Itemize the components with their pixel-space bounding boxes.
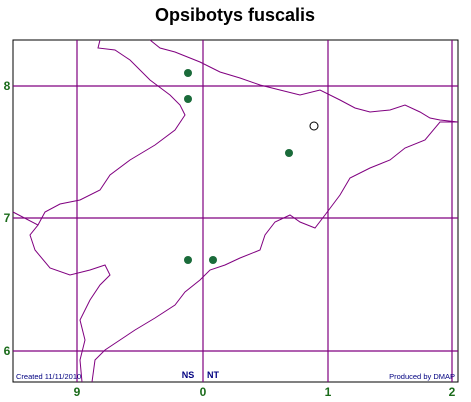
grid-label-x: 0 (200, 385, 207, 399)
grid-label-y: 8 (4, 79, 11, 93)
producer: Produced by DMAP (389, 372, 455, 381)
record-point (184, 256, 192, 264)
grid-code: NS (182, 370, 195, 380)
map-frame (12, 39, 459, 383)
grid-label-y: 7 (4, 211, 11, 225)
record-point (285, 149, 293, 157)
grid-label-x: 2 (449, 385, 456, 399)
grid-code: NT (207, 370, 219, 380)
grid-label-x: 1 (325, 385, 332, 399)
created-date: Created 11/11/2010 (16, 372, 81, 381)
grid-lines (13, 40, 458, 382)
map-title: Opsibotys fuscalis (155, 5, 315, 25)
record-point (184, 69, 192, 77)
coastline (12, 39, 459, 383)
record-point (184, 95, 192, 103)
grid-label-x: 9 (74, 385, 81, 399)
grid-label-y: 6 (4, 344, 11, 358)
records (184, 69, 319, 264)
old-record-point (309, 121, 319, 131)
record-point (209, 256, 217, 264)
